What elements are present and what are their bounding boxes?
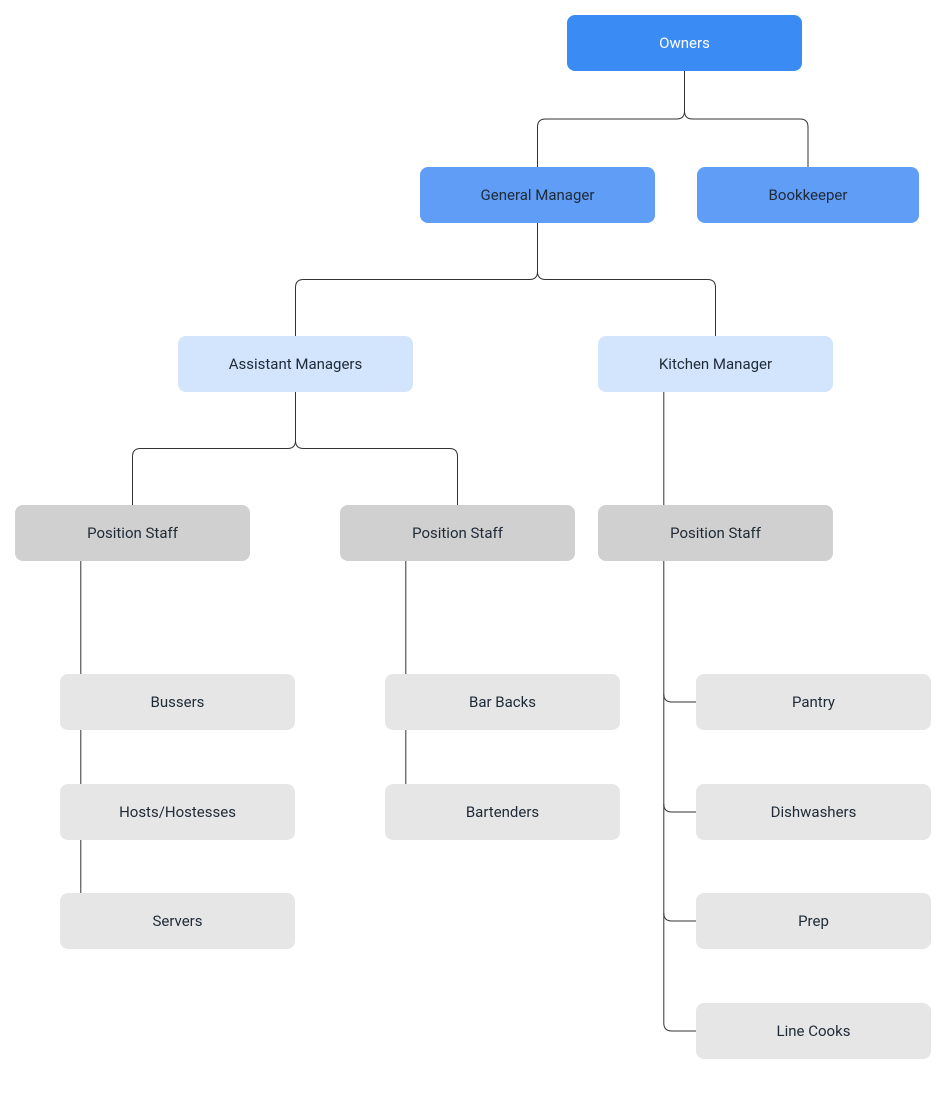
- org-node-label: Assistant Managers: [229, 355, 363, 373]
- org-node-label: Hosts/Hostesses: [119, 803, 236, 821]
- org-node-label: Position Staff: [670, 524, 761, 542]
- org-node-label: Position Staff: [412, 524, 503, 542]
- org-node-label: Pantry: [792, 693, 835, 711]
- org-node-hosts: Hosts/Hostesses: [60, 784, 295, 840]
- org-node-linecooks: Line Cooks: [696, 1003, 931, 1059]
- org-node-pantry: Pantry: [696, 674, 931, 730]
- org-node-dish: Dishwashers: [696, 784, 931, 840]
- org-node-bussers: Bussers: [60, 674, 295, 730]
- org-node-label: Kitchen Manager: [659, 355, 772, 373]
- org-node-label: Prep: [798, 912, 829, 930]
- org-node-km: Kitchen Manager: [598, 336, 833, 392]
- org-node-label: Bussers: [151, 693, 205, 711]
- org-node-owners: Owners: [567, 15, 802, 71]
- org-node-servers: Servers: [60, 893, 295, 949]
- org-node-ps1: Position Staff: [15, 505, 250, 561]
- org-node-label: Bookkeeper: [769, 186, 848, 204]
- org-node-label: Servers: [152, 912, 202, 930]
- org-node-prep: Prep: [696, 893, 931, 949]
- org-node-label: Dishwashers: [771, 803, 857, 821]
- org-node-label: Line Cooks: [777, 1022, 851, 1040]
- org-node-barbacks: Bar Backs: [385, 674, 620, 730]
- org-node-bartenders: Bartenders: [385, 784, 620, 840]
- org-node-label: General Manager: [481, 186, 595, 204]
- org-chart-canvas: Owners General Manager Bookkeeper Assistant…: [0, 0, 950, 1111]
- org-node-label: Bartenders: [466, 803, 539, 821]
- org-node-label: Bar Backs: [469, 693, 536, 711]
- org-node-book: Bookkeeper: [697, 167, 919, 223]
- org-node-ps2: Position Staff: [340, 505, 575, 561]
- org-node-label: Owners: [659, 34, 710, 52]
- org-node-gm: General Manager: [420, 167, 655, 223]
- org-node-label: Position Staff: [87, 524, 178, 542]
- org-node-am: Assistant Managers: [178, 336, 413, 392]
- org-node-ps3: Position Staff: [598, 505, 833, 561]
